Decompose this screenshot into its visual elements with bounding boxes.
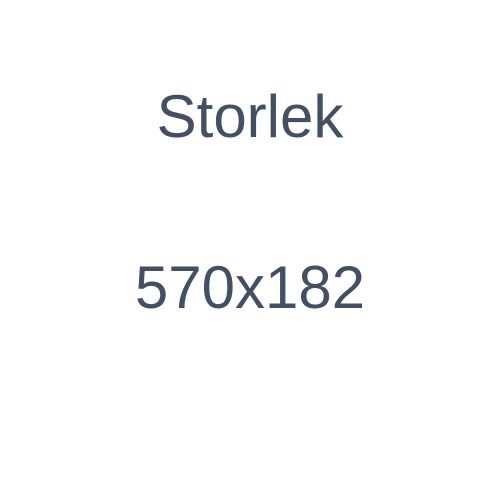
size-label: Storlek	[156, 83, 344, 150]
dimensions-value: 570x182	[134, 254, 366, 321]
